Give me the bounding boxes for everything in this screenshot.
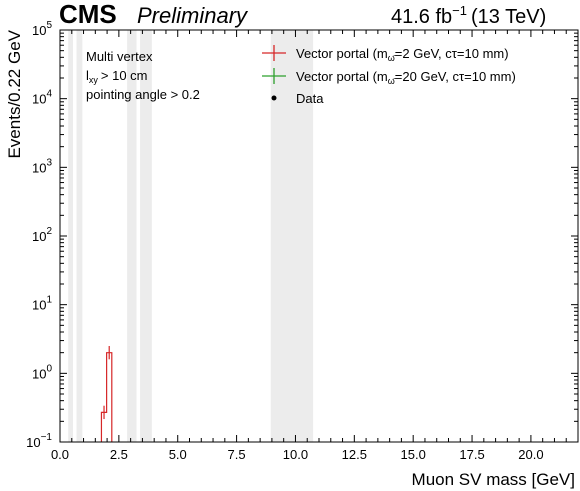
y-tick-label: 100 (32, 363, 52, 381)
legend-entry-vector-20gev: Vector portal (mω̄=20 GeV, cτ=10 mm) (262, 68, 516, 86)
histogram-layer (100, 346, 113, 442)
vetoed-region-1 (76, 30, 83, 442)
y-tick-label: 101 (32, 295, 52, 313)
x-tick-label: 10.0 (283, 447, 308, 462)
x-tick-label: 7.5 (228, 447, 246, 462)
annotation-pointing: pointing angle > 0.2 (86, 87, 200, 102)
legend-label-vector-2gev: Vector portal (mω̄=2 GeV, cτ=10 mm) (296, 46, 509, 63)
lumi-exponent: −1 (452, 3, 467, 18)
legend-marker-data (271, 95, 277, 101)
legend-label-vector-20gev: Vector portal (mω̄=20 GeV, cτ=10 mm) (296, 69, 516, 86)
x-tick-label: 20.0 (518, 447, 543, 462)
y-tick-label: 10−1 (26, 432, 52, 450)
legend-entry-data: Data (271, 91, 324, 106)
x-axis-label: Muon SV mass [GeV] (412, 470, 575, 489)
vetoed-regions (68, 30, 314, 442)
lumi-value: 41.6 fb (391, 6, 452, 28)
x-tick-label: 17.5 (459, 447, 484, 462)
legend-entry-vector-2gev: Vector portal (mω̄=2 GeV, cτ=10 mm) (262, 45, 509, 63)
x-tick-label: 0.0 (51, 447, 69, 462)
y-axis-label: Events/0.22 GeV (5, 29, 24, 158)
legend: Vector portal (mω̄=2 GeV, cτ=10 mm) Vect… (262, 45, 516, 106)
y-tick-label: 104 (32, 89, 52, 107)
histogram-series-0 (100, 352, 113, 442)
vetoed-region-4 (270, 30, 314, 442)
cms-label: CMS (59, 0, 117, 29)
annotation-lxy: lxy > 10 cm (86, 68, 148, 85)
vetoed-region-0 (68, 30, 73, 442)
lxy-sub: xy (89, 75, 99, 85)
x-tick-label: 15.0 (401, 447, 426, 462)
preliminary-label: Preliminary (137, 3, 249, 28)
annotation-multivertex: Multi vertex (86, 49, 153, 64)
y-tick-label: 103 (32, 157, 52, 175)
y-tick-label: 102 (32, 226, 52, 244)
lxy-base: l (86, 68, 89, 83)
y-tick-label: 105 (32, 20, 52, 38)
x-tick-label: 5.0 (169, 447, 187, 462)
vetoed-region-3 (140, 30, 152, 442)
x-tick-label: 12.5 (342, 447, 367, 462)
luminosity-label: 41.6 fb−1 (13 TeV) (391, 3, 546, 28)
x-tick-label: 2.5 (110, 447, 128, 462)
y-axis-ticks: 10−1 100 101 102 103 104 105 (26, 20, 578, 450)
lxy-cut: > 10 cm (101, 68, 148, 83)
vetoed-region-2 (127, 30, 137, 442)
energy-label: (13 TeV) (471, 6, 546, 28)
x-axis-ticks: 0.0 2.5 5.0 7.5 10.0 12.5 15.0 17.5 20.0 (51, 30, 579, 462)
legend-label-data: Data (296, 91, 324, 106)
